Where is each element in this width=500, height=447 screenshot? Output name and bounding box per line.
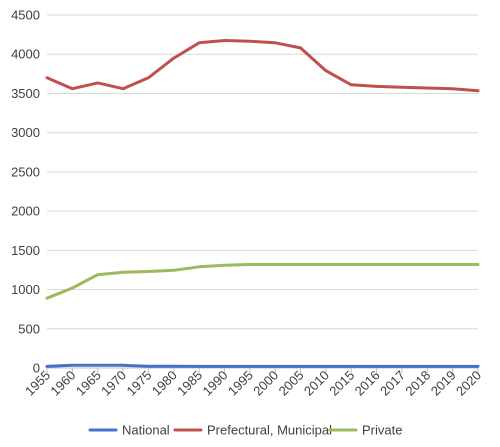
x-tick-label: 1975 <box>123 368 154 399</box>
x-axis-ticks: 1955196019651970197519801985199019952000… <box>22 368 484 399</box>
data-point <box>375 263 378 266</box>
y-tick-label: 3000 <box>11 125 40 140</box>
legend-label: National <box>122 423 170 438</box>
data-point <box>477 89 480 92</box>
data-point <box>198 265 201 268</box>
data-point <box>375 85 378 88</box>
data-point <box>248 40 251 43</box>
data-point <box>477 365 480 368</box>
data-point <box>147 365 150 368</box>
data-point <box>71 364 74 367</box>
data-point <box>400 263 403 266</box>
data-point <box>223 264 226 267</box>
data-point <box>46 76 49 79</box>
data-point <box>122 87 125 90</box>
x-tick-label: 2005 <box>276 368 307 399</box>
data-point <box>71 286 74 289</box>
data-point <box>451 263 454 266</box>
x-tick-label: 2015 <box>326 368 357 399</box>
data-point <box>46 297 49 300</box>
data-point <box>451 87 454 90</box>
x-tick-label: 1995 <box>225 368 256 399</box>
legend-label: Private <box>362 423 402 438</box>
data-point <box>350 263 353 266</box>
legend: National Prefectural, Municipal Private <box>88 423 402 438</box>
y-tick-label: 1500 <box>11 243 40 258</box>
x-tick-label: 1955 <box>22 368 53 399</box>
x-tick-label: 2018 <box>402 368 433 399</box>
data-point <box>299 46 302 49</box>
x-tick-label: 2020 <box>453 368 484 399</box>
data-point <box>147 270 150 273</box>
data-point <box>71 87 74 90</box>
data-point <box>350 365 353 368</box>
x-tick-label: 1970 <box>98 368 129 399</box>
data-point <box>324 69 327 72</box>
legend-label: Prefectural, Municipal <box>207 423 332 438</box>
y-tick-label: 1000 <box>11 282 40 297</box>
data-point <box>400 86 403 89</box>
data-point <box>375 365 378 368</box>
data-point <box>198 365 201 368</box>
data-point <box>324 365 327 368</box>
data-point <box>96 364 99 367</box>
data-point <box>299 365 302 368</box>
series-line <box>45 263 480 300</box>
data-point <box>147 76 150 79</box>
data-point <box>122 364 125 367</box>
data-point <box>426 263 429 266</box>
series-2 <box>45 263 480 300</box>
data-point <box>274 263 277 266</box>
series-line <box>45 39 480 93</box>
x-tick-label: 1980 <box>149 368 180 399</box>
y-tick-label: 2000 <box>11 204 40 219</box>
data-point <box>426 86 429 89</box>
y-tick-label: 0 <box>33 361 40 376</box>
data-point <box>350 83 353 86</box>
x-tick-label: 2010 <box>301 368 332 399</box>
x-tick-label: 1985 <box>174 368 205 399</box>
y-tick-label: 500 <box>18 321 40 336</box>
data-point <box>274 41 277 44</box>
data-point <box>172 57 175 60</box>
y-tick-label: 4500 <box>11 8 40 23</box>
y-tick-label: 4000 <box>11 47 40 62</box>
y-tick-label: 2500 <box>11 164 40 179</box>
x-tick-label: 2000 <box>250 368 281 399</box>
data-point <box>46 365 49 368</box>
data-point <box>400 365 403 368</box>
data-point <box>451 365 454 368</box>
data-point <box>172 269 175 272</box>
x-tick-label: 2019 <box>428 368 459 399</box>
x-tick-label: 1965 <box>73 368 104 399</box>
series-lines <box>45 39 480 368</box>
data-point <box>96 273 99 276</box>
data-point <box>96 81 99 84</box>
data-point <box>299 263 302 266</box>
data-point <box>223 39 226 42</box>
series-0 <box>45 363 480 368</box>
gridlines <box>47 14 478 369</box>
data-point <box>248 365 251 368</box>
data-point <box>324 263 327 266</box>
x-tick-label: 2016 <box>352 368 383 399</box>
data-point <box>477 263 480 266</box>
x-tick-label: 1960 <box>47 368 78 399</box>
series-line <box>45 363 480 368</box>
x-tick-label: 2017 <box>377 368 408 399</box>
data-point <box>274 365 277 368</box>
series-1 <box>45 39 480 93</box>
data-point <box>122 271 125 274</box>
y-axis-ticks: 0 500 1000 1500 2000 2500 3000 3500 4000 4500 <box>11 8 40 376</box>
data-point <box>248 263 251 266</box>
data-point <box>426 365 429 368</box>
data-point <box>172 365 175 368</box>
data-point <box>198 41 201 44</box>
x-tick-label: 1990 <box>200 368 231 399</box>
y-tick-label: 3500 <box>11 86 40 101</box>
data-point <box>223 365 226 368</box>
